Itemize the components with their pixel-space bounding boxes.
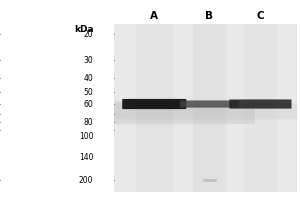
Text: 100: 100 [79,132,94,141]
Text: C: C [256,11,264,21]
Bar [193,24,226,192]
Text: 50: 50 [84,88,94,97]
Bar [244,24,277,192]
Text: 140: 140 [79,153,94,162]
Text: 60: 60 [84,100,94,109]
Text: 20: 20 [84,30,94,39]
FancyBboxPatch shape [229,99,292,109]
Text: 80: 80 [84,118,94,127]
FancyBboxPatch shape [180,100,239,108]
Text: A: A [150,11,158,21]
Text: 30: 30 [84,56,94,65]
Text: 40: 40 [84,74,94,83]
Text: B: B [205,11,213,21]
Bar [136,24,172,192]
FancyBboxPatch shape [110,103,300,119]
FancyBboxPatch shape [122,99,186,109]
Text: 200: 200 [79,176,94,185]
Text: kDa: kDa [74,25,94,34]
FancyBboxPatch shape [54,101,255,124]
